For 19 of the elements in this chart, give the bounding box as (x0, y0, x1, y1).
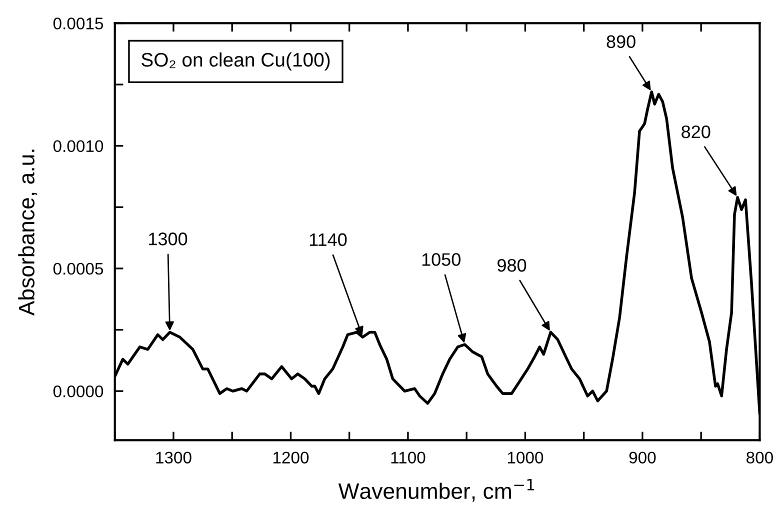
annotation: 890 (606, 35, 636, 48)
x-tick-label: 900 (629, 452, 656, 464)
y-tick-label: 0.0015 (53, 18, 104, 30)
annotation: 1300 (149, 232, 188, 246)
x-tick-label: 1200 (273, 452, 309, 464)
y-axis-title: Absorbance, a.u. (18, 150, 38, 316)
x-tick-label: 800 (746, 452, 773, 464)
x-tick-label: 1000 (508, 452, 544, 464)
y-tick-label: 0.0010 (53, 140, 104, 152)
annotation: 1050 (422, 253, 460, 266)
annotation: 820 (682, 125, 710, 138)
y-tick-label: 0.0000 (53, 386, 104, 398)
x-axis-title: Wavenumber, cm$^{−1}$ (338, 478, 534, 502)
annotation: 1140 (310, 233, 347, 246)
annotation: 980 (498, 258, 526, 272)
y-tick-label: 0.0005 (53, 262, 104, 275)
x-tick-label: 1300 (156, 452, 192, 464)
annotation: SO₂ on clean Cu(100) (142, 52, 330, 71)
x-tick-label: 1100 (391, 452, 426, 464)
